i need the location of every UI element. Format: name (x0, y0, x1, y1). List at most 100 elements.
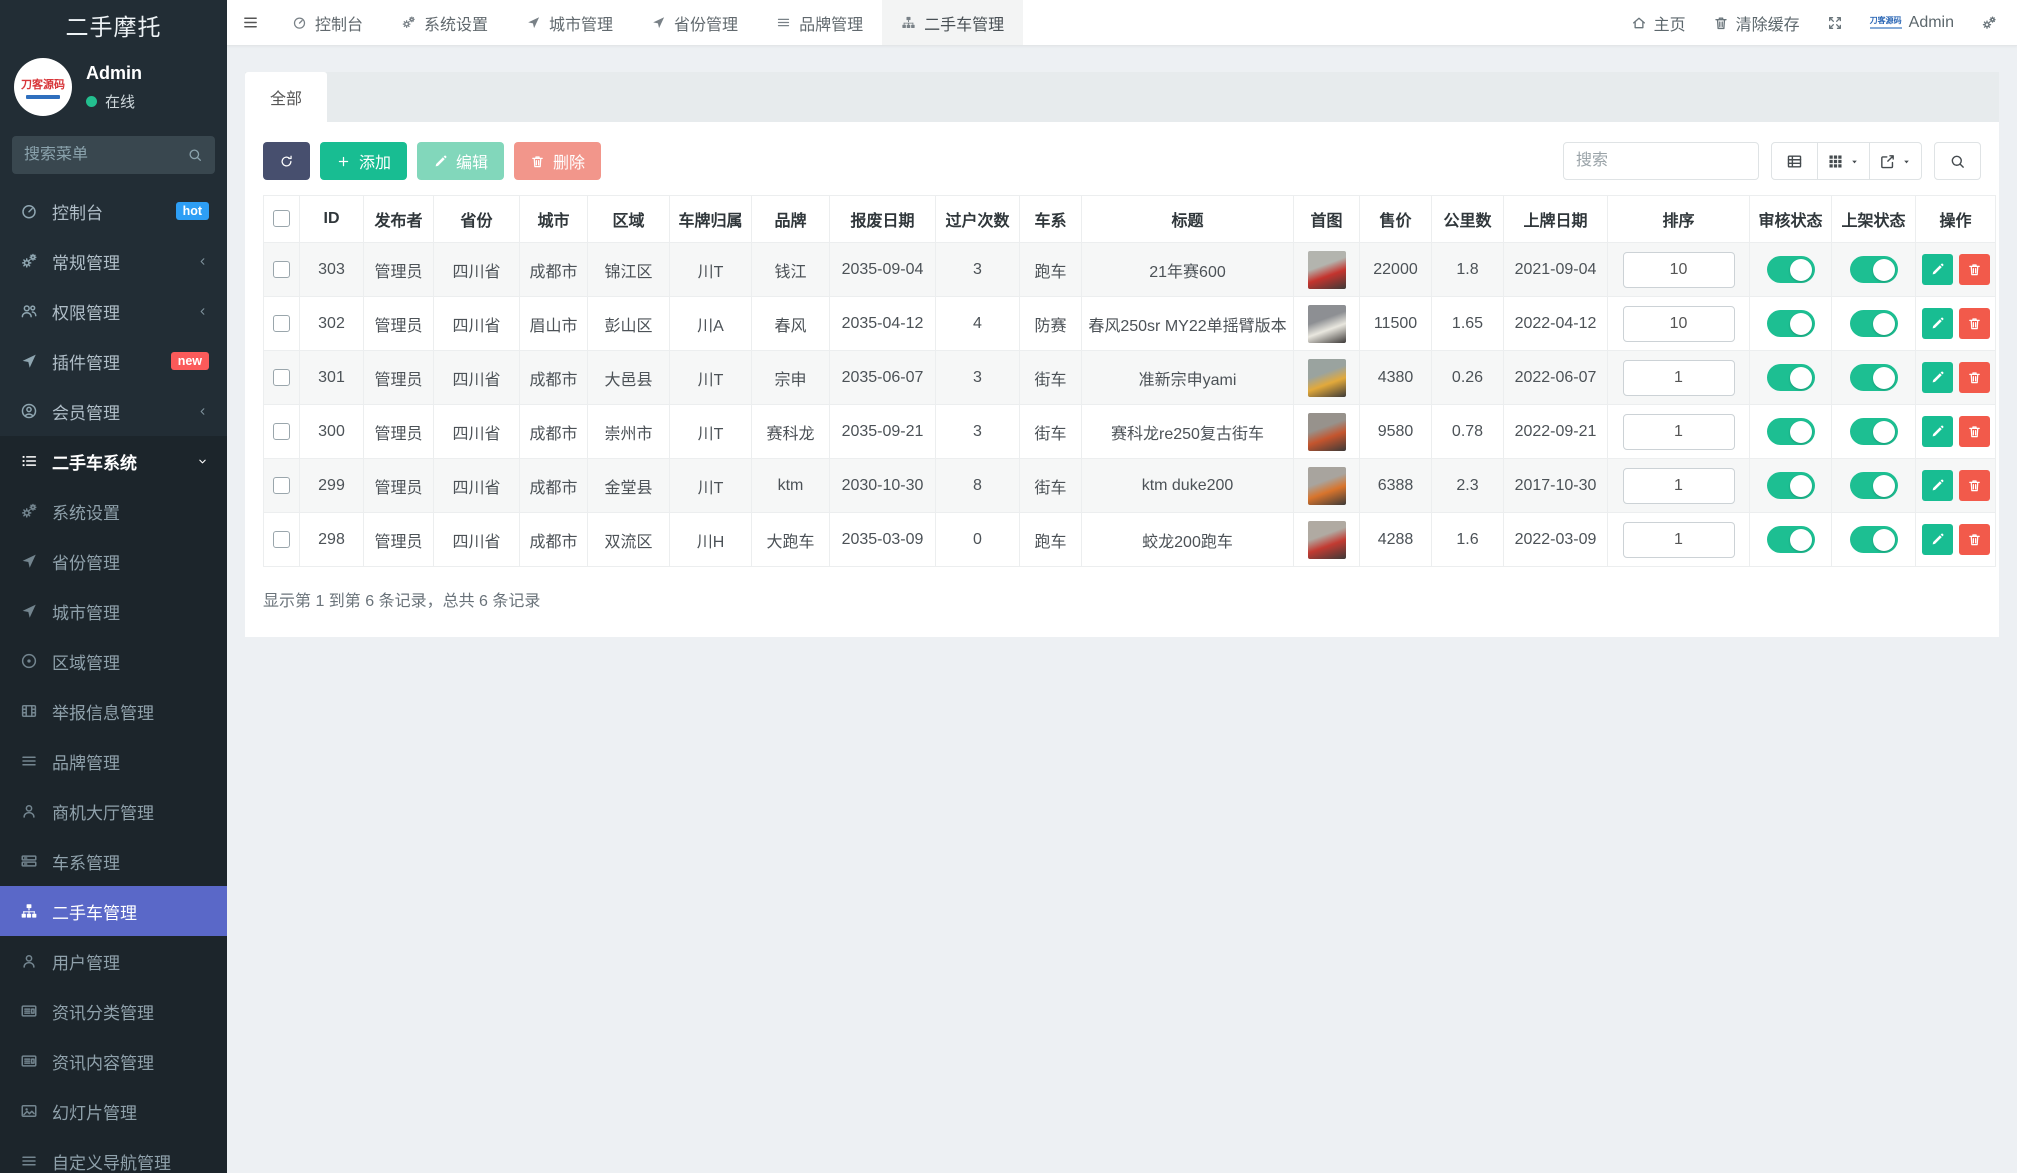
delete-row-button[interactable] (1959, 308, 1990, 339)
listed-status-toggle[interactable] (1849, 364, 1898, 391)
menu-toggle-button[interactable] (227, 0, 273, 45)
cell-transfer-count: 3 (935, 350, 1020, 405)
sidebar-subitem[interactable]: 系统设置 (0, 486, 227, 536)
thumbnail-image[interactable] (1307, 520, 1346, 559)
cell-price: 9580 (1359, 404, 1432, 459)
fullscreen-button[interactable] (1827, 15, 1843, 31)
table-search-input[interactable] (1563, 142, 1759, 180)
delete-row-button[interactable] (1959, 470, 1990, 501)
sidebar-subitem[interactable]: 举报信息管理 (0, 686, 227, 736)
gears-icon (20, 502, 38, 520)
sidebar-item[interactable]: 常规管理 (0, 236, 227, 286)
row-checkbox[interactable] (273, 422, 290, 440)
listed-status-toggle[interactable] (1849, 310, 1898, 337)
cell-mileage: 1.65 (1431, 296, 1504, 351)
row-checkbox[interactable] (273, 476, 290, 494)
sidebar-subitem[interactable]: 城市管理 (0, 586, 227, 636)
trash-icon (1967, 424, 1982, 439)
cell-audit-status (1749, 512, 1832, 567)
home-link[interactable]: 主页 (1631, 11, 1686, 35)
cell-district: 大邑县 (587, 350, 670, 405)
edit-label: 编辑 (456, 155, 489, 172)
edit-row-button[interactable] (1922, 254, 1953, 285)
delete-row-button[interactable] (1959, 416, 1990, 447)
edit-row-button[interactable] (1922, 362, 1953, 393)
edit-row-button[interactable] (1922, 470, 1953, 501)
add-button[interactable]: 添加 (320, 142, 408, 180)
audit-status-toggle[interactable] (1766, 418, 1815, 445)
thumbnail-image[interactable] (1307, 358, 1346, 397)
sort-input[interactable] (1622, 413, 1735, 450)
listed-status-toggle[interactable] (1849, 418, 1898, 445)
row-checkbox[interactable] (273, 530, 290, 548)
bars-icon (776, 15, 791, 30)
sidebar-subitem[interactable]: 省份管理 (0, 536, 227, 586)
sort-input[interactable] (1622, 467, 1735, 504)
sidebar-subitem[interactable]: 区域管理 (0, 636, 227, 686)
delete-row-button[interactable] (1959, 362, 1990, 393)
top-tab-active[interactable]: 二手车管理 (882, 0, 1024, 45)
column-header: 省份 (433, 195, 520, 243)
cell-select (263, 458, 300, 513)
sort-input[interactable] (1622, 521, 1735, 558)
thumbnail-image[interactable] (1307, 304, 1346, 343)
sidebar-subitem-active[interactable]: 二手车管理 (0, 886, 227, 936)
sidebar-item[interactable]: 权限管理 (0, 286, 227, 336)
audit-status-toggle[interactable] (1766, 310, 1815, 337)
sort-input[interactable] (1622, 305, 1735, 342)
audit-status-toggle[interactable] (1766, 364, 1815, 391)
columns-button[interactable] (1817, 142, 1870, 180)
cell-sort (1607, 458, 1750, 513)
sidebar-subitem[interactable]: 自定义导航管理 (0, 1136, 227, 1173)
sidebar-item[interactable]: 二手车系统 (0, 436, 227, 486)
audit-status-toggle[interactable] (1766, 472, 1815, 499)
sidebar-item[interactable]: 控制台 hot (0, 186, 227, 236)
sort-input[interactable] (1622, 251, 1735, 288)
refresh-button[interactable] (263, 142, 310, 180)
delete-row-button[interactable] (1959, 254, 1990, 285)
edit-row-button[interactable] (1922, 416, 1953, 447)
thumbnail-image[interactable] (1307, 250, 1346, 289)
top-tab[interactable]: 系统设置 (382, 0, 507, 45)
sidebar-subitem[interactable]: 幻灯片管理 (0, 1086, 227, 1136)
audit-status-toggle[interactable] (1766, 256, 1815, 283)
sidebar-search-input[interactable] (24, 146, 187, 164)
cell-listed-status (1831, 512, 1916, 567)
listed-status-toggle[interactable] (1849, 526, 1898, 553)
top-tab[interactable]: 品牌管理 (757, 0, 882, 45)
edit-row-button[interactable] (1922, 524, 1953, 555)
user-menu[interactable]: 刀客源码 Admin (1869, 14, 1954, 32)
settings-button[interactable] (1981, 15, 1997, 31)
sidebar-subitem[interactable]: 用户管理 (0, 936, 227, 986)
clear-cache-button[interactable]: 清除缓存 (1713, 11, 1800, 35)
export-button[interactable] (1869, 142, 1922, 180)
row-checkbox[interactable] (273, 260, 290, 278)
row-checkbox[interactable] (273, 368, 290, 386)
delete-row-button[interactable] (1959, 524, 1990, 555)
edit-row-button[interactable] (1922, 308, 1953, 339)
select-all-checkbox[interactable] (273, 210, 290, 228)
sort-input[interactable] (1622, 359, 1735, 396)
sidebar-subitem[interactable]: 资讯内容管理 (0, 1036, 227, 1086)
tab-all[interactable]: 全部 (245, 72, 328, 122)
audit-status-toggle[interactable] (1766, 526, 1815, 553)
detail-view-button[interactable] (1771, 142, 1818, 180)
sidebar-item[interactable]: 插件管理 new (0, 336, 227, 386)
listed-status-toggle[interactable] (1849, 472, 1898, 499)
search-button[interactable] (1934, 142, 1981, 180)
top-tab[interactable]: 城市管理 (507, 0, 632, 45)
sidebar-subitem[interactable]: 车系管理 (0, 836, 227, 886)
listed-status-toggle[interactable] (1849, 256, 1898, 283)
edit-button[interactable]: 编辑 (417, 142, 505, 180)
sidebar-item[interactable]: 会员管理 (0, 386, 227, 436)
sidebar-subitem[interactable]: 商机大厅管理 (0, 786, 227, 836)
sidebar-subitem[interactable]: 品牌管理 (0, 736, 227, 786)
row-checkbox[interactable] (273, 314, 290, 332)
sidebar-subitem[interactable]: 资讯分类管理 (0, 986, 227, 1036)
thumbnail-image[interactable] (1307, 466, 1346, 505)
delete-button[interactable]: 删除 (514, 142, 602, 180)
top-tab[interactable]: 省份管理 (632, 0, 757, 45)
column-header: 公里数 (1431, 195, 1504, 243)
thumbnail-image[interactable] (1307, 412, 1346, 451)
top-tab[interactable]: 控制台 (273, 0, 382, 45)
